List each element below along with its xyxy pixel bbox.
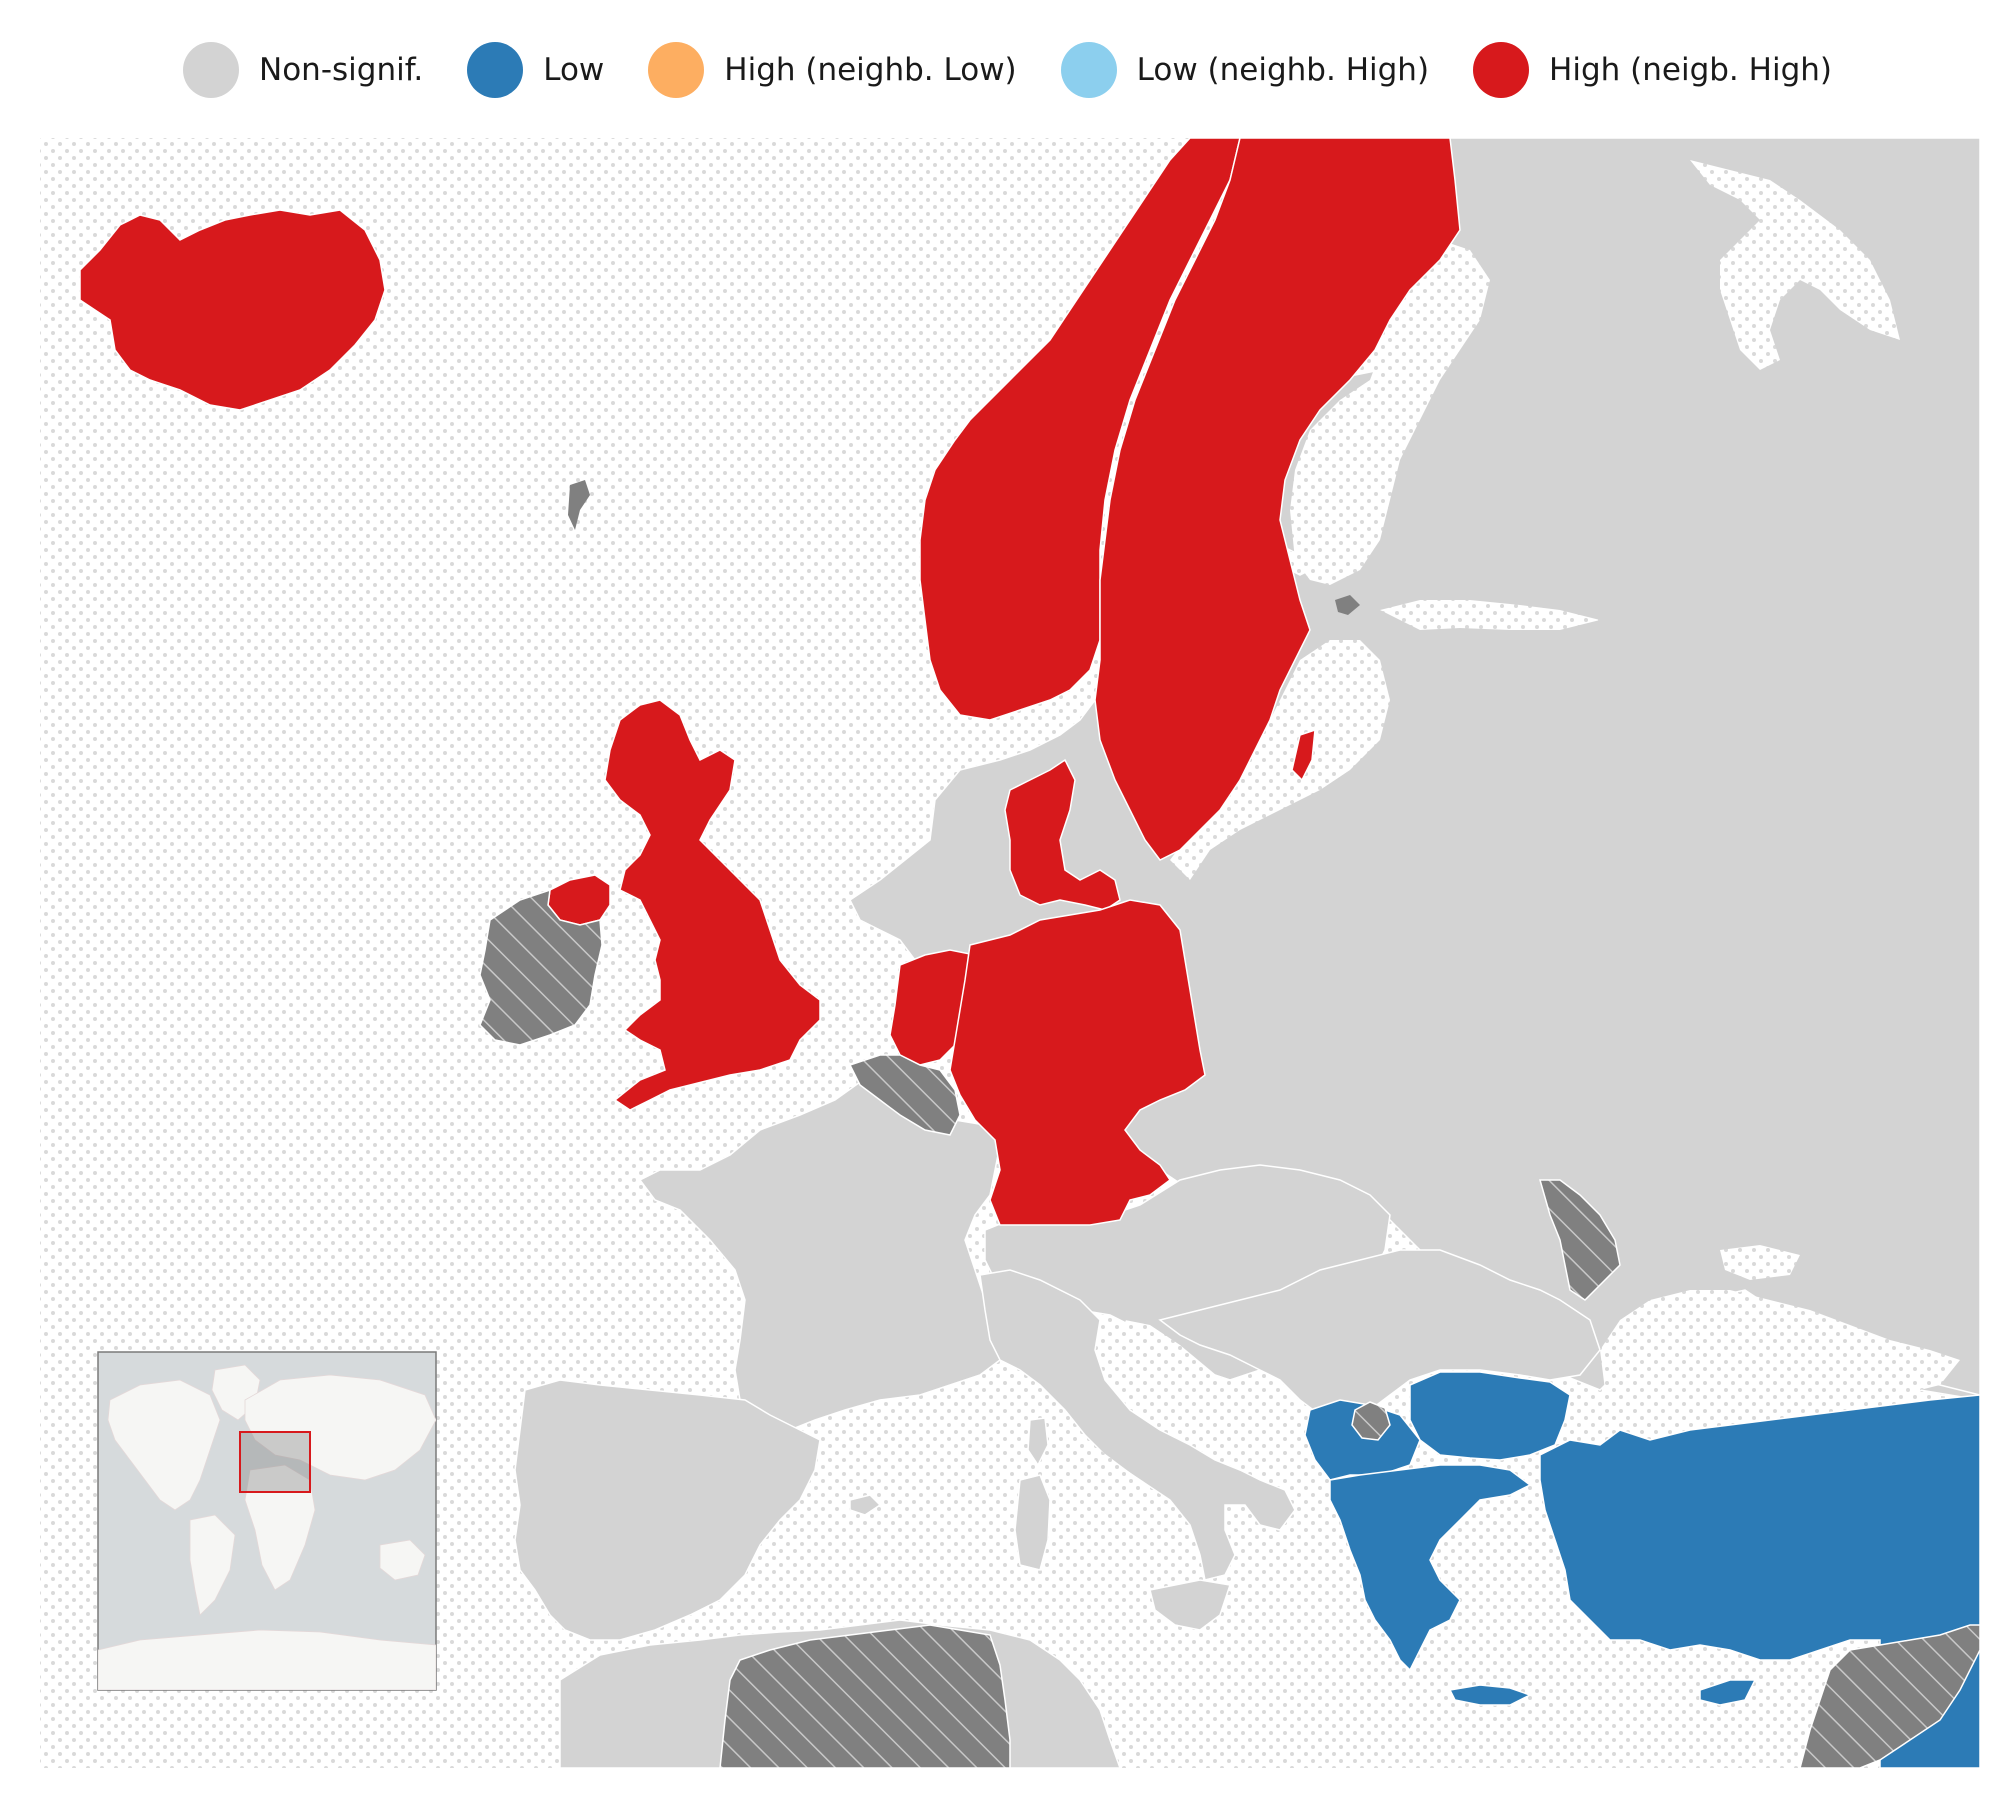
- gulf-of-finland: [1380, 600, 1600, 630]
- region-sweden: [1094, 138, 1461, 861]
- region-sardinia: [1014, 1474, 1051, 1571]
- region-corsica: [1027, 1417, 1049, 1467]
- adriatic-sea: [1120, 1320, 1320, 1500]
- region-aland: [1335, 595, 1360, 615]
- no-data-lands: [479, 888, 1980, 1768]
- region-greece: [1329, 1464, 1532, 1672]
- legend-label-non-signif: Non-signif.: [259, 52, 424, 88]
- region-balearic: [849, 1494, 882, 1516]
- region-italy: [979, 1269, 1296, 1581]
- inset-antarctica: [98, 1629, 436, 1690]
- sea-of-azov: [1720, 1245, 1800, 1280]
- region-kosovo: [1351, 1401, 1391, 1441]
- region-great-britain: [604, 699, 821, 1111]
- white-sea: [1690, 160, 1900, 370]
- legend-label-low: Low: [543, 52, 605, 88]
- baltic-sea: [1170, 640, 1390, 880]
- legend-item-low: Low: [467, 42, 604, 98]
- tyrrhenian-sea: [1055, 1430, 1190, 1580]
- inset-south-america: [189, 1514, 236, 1616]
- region-faroe-islands: [568, 480, 590, 530]
- inset-north-america: [107, 1379, 221, 1511]
- no-data-islets: [568, 480, 1360, 615]
- legend-label-high-neigb-high: High (neigb. High): [1549, 52, 1832, 88]
- region-germany: [949, 899, 1206, 1226]
- sea-overlays: [1055, 160, 1960, 1580]
- legend-item-low-neighb-high: Low (neighb. High): [1060, 42, 1430, 98]
- region-crete: [1448, 1684, 1532, 1706]
- region-turkey: [1539, 1394, 1980, 1768]
- region-tunisia: [719, 1624, 1011, 1768]
- gulf-of-bothnia: [1290, 240, 1490, 585]
- region-balkans: [1158, 1249, 1601, 1421]
- region-bulgaria: [1409, 1371, 1571, 1461]
- inset-eurasia: [244, 1374, 436, 1481]
- region-ireland: [479, 888, 603, 1046]
- legend-swatch-low-neighb-high: [1060, 42, 1117, 98]
- region-iceland: [79, 209, 386, 411]
- inset-europe-highlight: [239, 1431, 311, 1493]
- legend-label-low-neighb-high: Low (neighb. High): [1136, 52, 1430, 88]
- region-cyprus: [1699, 1679, 1757, 1706]
- region-denmark: [1004, 758, 1121, 911]
- region-syria: [1799, 1624, 1980, 1768]
- legend: Non-signif. Low High (neighb. Low) Low (…: [0, 38, 2015, 102]
- world-locator-inset: [97, 1351, 437, 1691]
- legend-item-high-neigb-high: High (neigb. High): [1473, 42, 1832, 98]
- region-norway: [919, 138, 1241, 721]
- inset-africa: [244, 1464, 316, 1591]
- region-iberia: [514, 1379, 821, 1641]
- region-sicily: [1149, 1579, 1231, 1631]
- low-lands: [1304, 1371, 1980, 1768]
- region-gotland: [1291, 728, 1316, 782]
- region-moldova: [1539, 1179, 1621, 1301]
- legend-label-high-neighb-low: High (neighb. Low): [724, 52, 1017, 88]
- high-high-lands: [79, 138, 1461, 1226]
- legend-item-non-signif: Non-signif.: [183, 42, 423, 98]
- inset-australia: [379, 1539, 426, 1581]
- region-belgium: [848, 1054, 961, 1136]
- legend-swatch-non-signif: [183, 42, 240, 98]
- legend-swatch-low: [467, 42, 524, 98]
- legend-swatch-high-neighb-low: [648, 42, 705, 98]
- black-sea: [1600, 1290, 1960, 1420]
- legend-swatch-high-neigb-high: [1473, 42, 1530, 98]
- legend-item-high-neighb-low: High (neighb. Low): [648, 42, 1017, 98]
